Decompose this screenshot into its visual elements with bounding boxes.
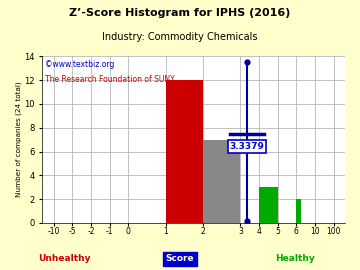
Text: Unhealthy: Unhealthy <box>39 254 91 263</box>
Text: Healthy: Healthy <box>275 254 315 263</box>
Text: Score: Score <box>166 254 194 263</box>
Bar <box>259 187 278 223</box>
Bar <box>203 140 240 223</box>
Text: The Research Foundation of SUNY: The Research Foundation of SUNY <box>45 75 175 84</box>
Bar <box>166 80 203 223</box>
Text: ©www.textbiz.org: ©www.textbiz.org <box>45 60 115 69</box>
Text: Industry: Commodity Chemicals: Industry: Commodity Chemicals <box>102 32 258 42</box>
Text: 3.3379: 3.3379 <box>229 142 264 151</box>
Text: Z’-Score Histogram for IPHS (2016): Z’-Score Histogram for IPHS (2016) <box>69 8 291 18</box>
Bar <box>296 199 301 223</box>
Y-axis label: Number of companies (24 total): Number of companies (24 total) <box>15 82 22 197</box>
